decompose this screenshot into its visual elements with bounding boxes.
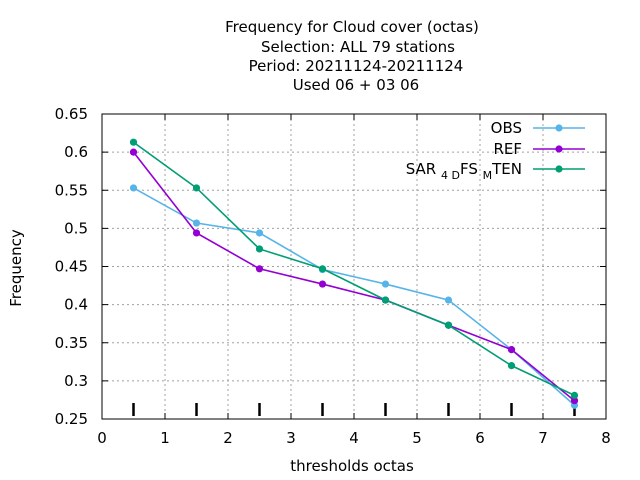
chart-title: Frequency for Cloud cover (octas) Select… <box>225 18 479 94</box>
y-tick-label: 0.3 <box>64 372 88 390</box>
legend-label: REF <box>493 140 522 158</box>
title-line-2: Selection: ALL 79 stations <box>261 38 455 56</box>
data-point <box>570 397 579 405</box>
x-axis-label: thresholds octas <box>290 457 414 475</box>
data-point <box>507 346 516 354</box>
legend-item-0: OBS <box>491 119 585 137</box>
x-tick-label: 1 <box>160 429 170 447</box>
series-2 <box>129 138 579 399</box>
x-tick-label: 5 <box>412 429 422 447</box>
title-line-3: Period: 20211124-20211124 <box>249 57 464 75</box>
x-tick-label: 6 <box>475 429 485 447</box>
y-axis-label: Frequency <box>7 229 25 307</box>
data-point <box>192 184 201 192</box>
x-tick-label: 8 <box>601 429 611 447</box>
x-tick-label: 2 <box>223 429 233 447</box>
y-tick-label: 0.65 <box>55 105 88 123</box>
legend-label-part: FS <box>460 160 483 178</box>
y-tick-label: 0.4 <box>64 296 88 314</box>
y-tick-label: 0.25 <box>55 410 88 428</box>
data-point <box>318 280 327 288</box>
threshold-markers <box>132 403 576 416</box>
data-point <box>129 138 138 146</box>
y-tick-label: 0.45 <box>55 258 88 276</box>
data-point <box>318 265 327 273</box>
legend-swatch-marker <box>555 124 563 132</box>
legend-label: SAR 4 DFS MTEN <box>406 160 522 182</box>
x-tick-labels: 0 1 2 3 4 5 6 7 8 <box>97 429 611 447</box>
data-point <box>255 245 264 253</box>
y-tick-label: 0.35 <box>55 334 88 352</box>
legend: OBS REF SAR 4 DFS MTEN <box>406 119 585 182</box>
x-tick-label: 4 <box>349 429 359 447</box>
data-point <box>381 296 390 304</box>
data-point <box>129 184 138 192</box>
series-layer <box>129 138 579 409</box>
data-point <box>192 229 201 237</box>
x-tick-label: 7 <box>538 429 548 447</box>
x-tick-label: 0 <box>97 429 107 447</box>
y-tick-label: 0.55 <box>55 181 88 199</box>
title-line-1: Frequency for Cloud cover (octas) <box>225 18 479 36</box>
data-point <box>255 265 264 273</box>
y-tick-label: 0.5 <box>64 219 88 237</box>
legend-label-part: D <box>451 169 459 182</box>
legend-label-part: M <box>483 169 493 182</box>
series-line <box>133 187 576 406</box>
legend-item-2: SAR 4 DFS MTEN <box>406 160 585 182</box>
data-point <box>507 362 516 370</box>
legend-label-part: TEN <box>491 160 522 178</box>
legend-swatch-marker <box>555 165 563 173</box>
y-tick-labels: 0.25 0.3 0.35 0.4 0.45 0.5 0.55 0.6 0.65 <box>55 105 88 428</box>
data-point <box>129 148 138 156</box>
axis-ticks <box>101 113 607 420</box>
data-point <box>255 229 264 237</box>
data-point <box>444 296 453 304</box>
legend-swatch-marker <box>555 145 563 153</box>
legend-label: OBS <box>491 119 522 137</box>
legend-label-part: 4 <box>441 169 452 182</box>
data-point <box>381 280 390 288</box>
y-tick-label: 0.6 <box>64 143 88 161</box>
data-point <box>192 219 201 227</box>
title-line-4: Used 06 + 03 06 <box>293 76 419 94</box>
x-tick-label: 3 <box>286 429 296 447</box>
data-point <box>570 391 579 399</box>
series-line <box>132 151 576 402</box>
data-point <box>444 321 453 329</box>
legend-label-part: SAR <box>406 160 441 178</box>
legend-item-1: REF <box>493 140 585 158</box>
series-line <box>133 141 575 397</box>
